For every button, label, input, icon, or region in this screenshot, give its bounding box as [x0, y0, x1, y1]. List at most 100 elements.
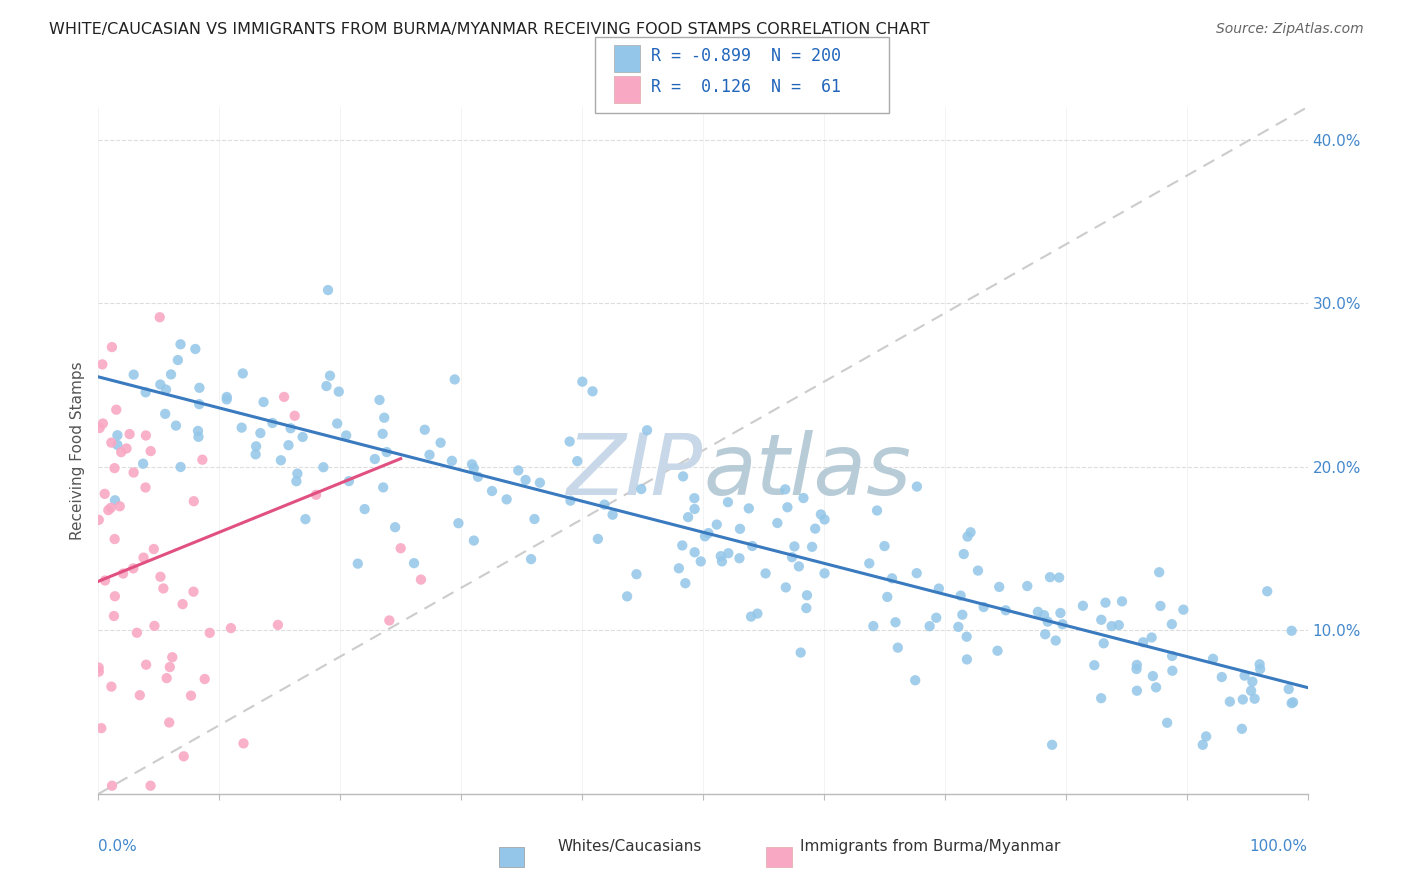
Point	[789, 646, 811, 660]
Point	[139, 444, 162, 458]
Point	[515, 473, 537, 487]
Point	[335, 428, 357, 442]
Point	[813, 566, 835, 581]
Point	[169, 337, 191, 351]
Point	[717, 546, 740, 560]
Point	[683, 545, 706, 559]
Point	[1026, 605, 1049, 619]
Point	[157, 715, 180, 730]
Point	[122, 561, 145, 575]
Point	[94, 574, 117, 588]
Point	[673, 576, 696, 591]
Point	[198, 625, 221, 640]
Point	[1047, 570, 1070, 584]
Point	[1126, 657, 1149, 672]
Point	[1249, 657, 1271, 672]
Point	[783, 540, 806, 554]
Point	[100, 500, 122, 515]
Point	[873, 539, 896, 553]
Point	[429, 435, 451, 450]
Point	[1211, 670, 1233, 684]
Point	[1017, 579, 1039, 593]
Point	[956, 630, 979, 644]
Point	[232, 736, 254, 750]
Point	[463, 533, 485, 548]
Point	[142, 541, 165, 556]
Text: 100.0%: 100.0%	[1250, 838, 1308, 854]
Text: WHITE/CAUCASIAN VS IMMIGRANTS FROM BURMA/MYANMAR RECEIVING FOOD STAMPS CORRELATI: WHITE/CAUCASIAN VS IMMIGRANTS FROM BURMA…	[49, 22, 929, 37]
Point	[581, 384, 603, 399]
Point	[728, 551, 751, 566]
Point	[91, 417, 114, 431]
Point	[285, 474, 308, 488]
Point	[1160, 617, 1182, 632]
Point	[184, 342, 207, 356]
Point	[101, 340, 124, 354]
Text: atlas: atlas	[703, 430, 911, 513]
Point	[1243, 691, 1265, 706]
Point	[162, 650, 184, 665]
Text: ZIP: ZIP	[567, 430, 703, 513]
Point	[353, 502, 375, 516]
Point	[319, 368, 342, 383]
Point	[291, 430, 314, 444]
Point	[1140, 631, 1163, 645]
Point	[447, 516, 470, 531]
Point	[440, 454, 463, 468]
Point	[364, 452, 387, 467]
Point	[558, 434, 581, 449]
Point	[463, 461, 485, 475]
Point	[156, 671, 179, 685]
Point	[952, 547, 974, 561]
Point	[780, 550, 803, 565]
Point	[956, 652, 979, 666]
Point	[104, 589, 127, 603]
Point	[776, 500, 799, 515]
Point	[97, 503, 120, 517]
Point	[693, 529, 716, 543]
Point	[676, 510, 699, 524]
Point	[813, 512, 835, 526]
Point	[87, 513, 110, 527]
Point	[87, 660, 110, 674]
Point	[337, 474, 360, 488]
Point	[160, 368, 183, 382]
Point	[1282, 695, 1305, 709]
Point	[672, 469, 695, 483]
Point	[1149, 599, 1171, 613]
Point	[373, 480, 395, 494]
Point	[172, 597, 194, 611]
Point	[402, 556, 425, 570]
Point	[112, 566, 135, 581]
Point	[215, 390, 238, 404]
Point	[1191, 738, 1213, 752]
Point	[710, 554, 733, 568]
Point	[375, 445, 398, 459]
Point	[368, 392, 391, 407]
Point	[1278, 681, 1301, 696]
Point	[149, 310, 172, 325]
Point	[1126, 683, 1149, 698]
Point	[122, 368, 145, 382]
Point	[280, 421, 302, 435]
Point	[481, 483, 503, 498]
Point	[183, 494, 205, 508]
Point	[103, 461, 125, 475]
Point	[616, 590, 638, 604]
Point	[371, 426, 394, 441]
Point	[1132, 635, 1154, 649]
Point	[231, 420, 253, 434]
Point	[948, 620, 970, 634]
Point	[315, 379, 337, 393]
Point	[796, 588, 818, 602]
Point	[346, 557, 368, 571]
Point	[1281, 696, 1303, 710]
Point	[316, 283, 339, 297]
Point	[413, 423, 436, 437]
Point	[671, 539, 693, 553]
Point	[173, 749, 195, 764]
Point	[766, 516, 789, 530]
Point	[180, 689, 202, 703]
Point	[495, 492, 517, 507]
Point	[858, 557, 880, 571]
